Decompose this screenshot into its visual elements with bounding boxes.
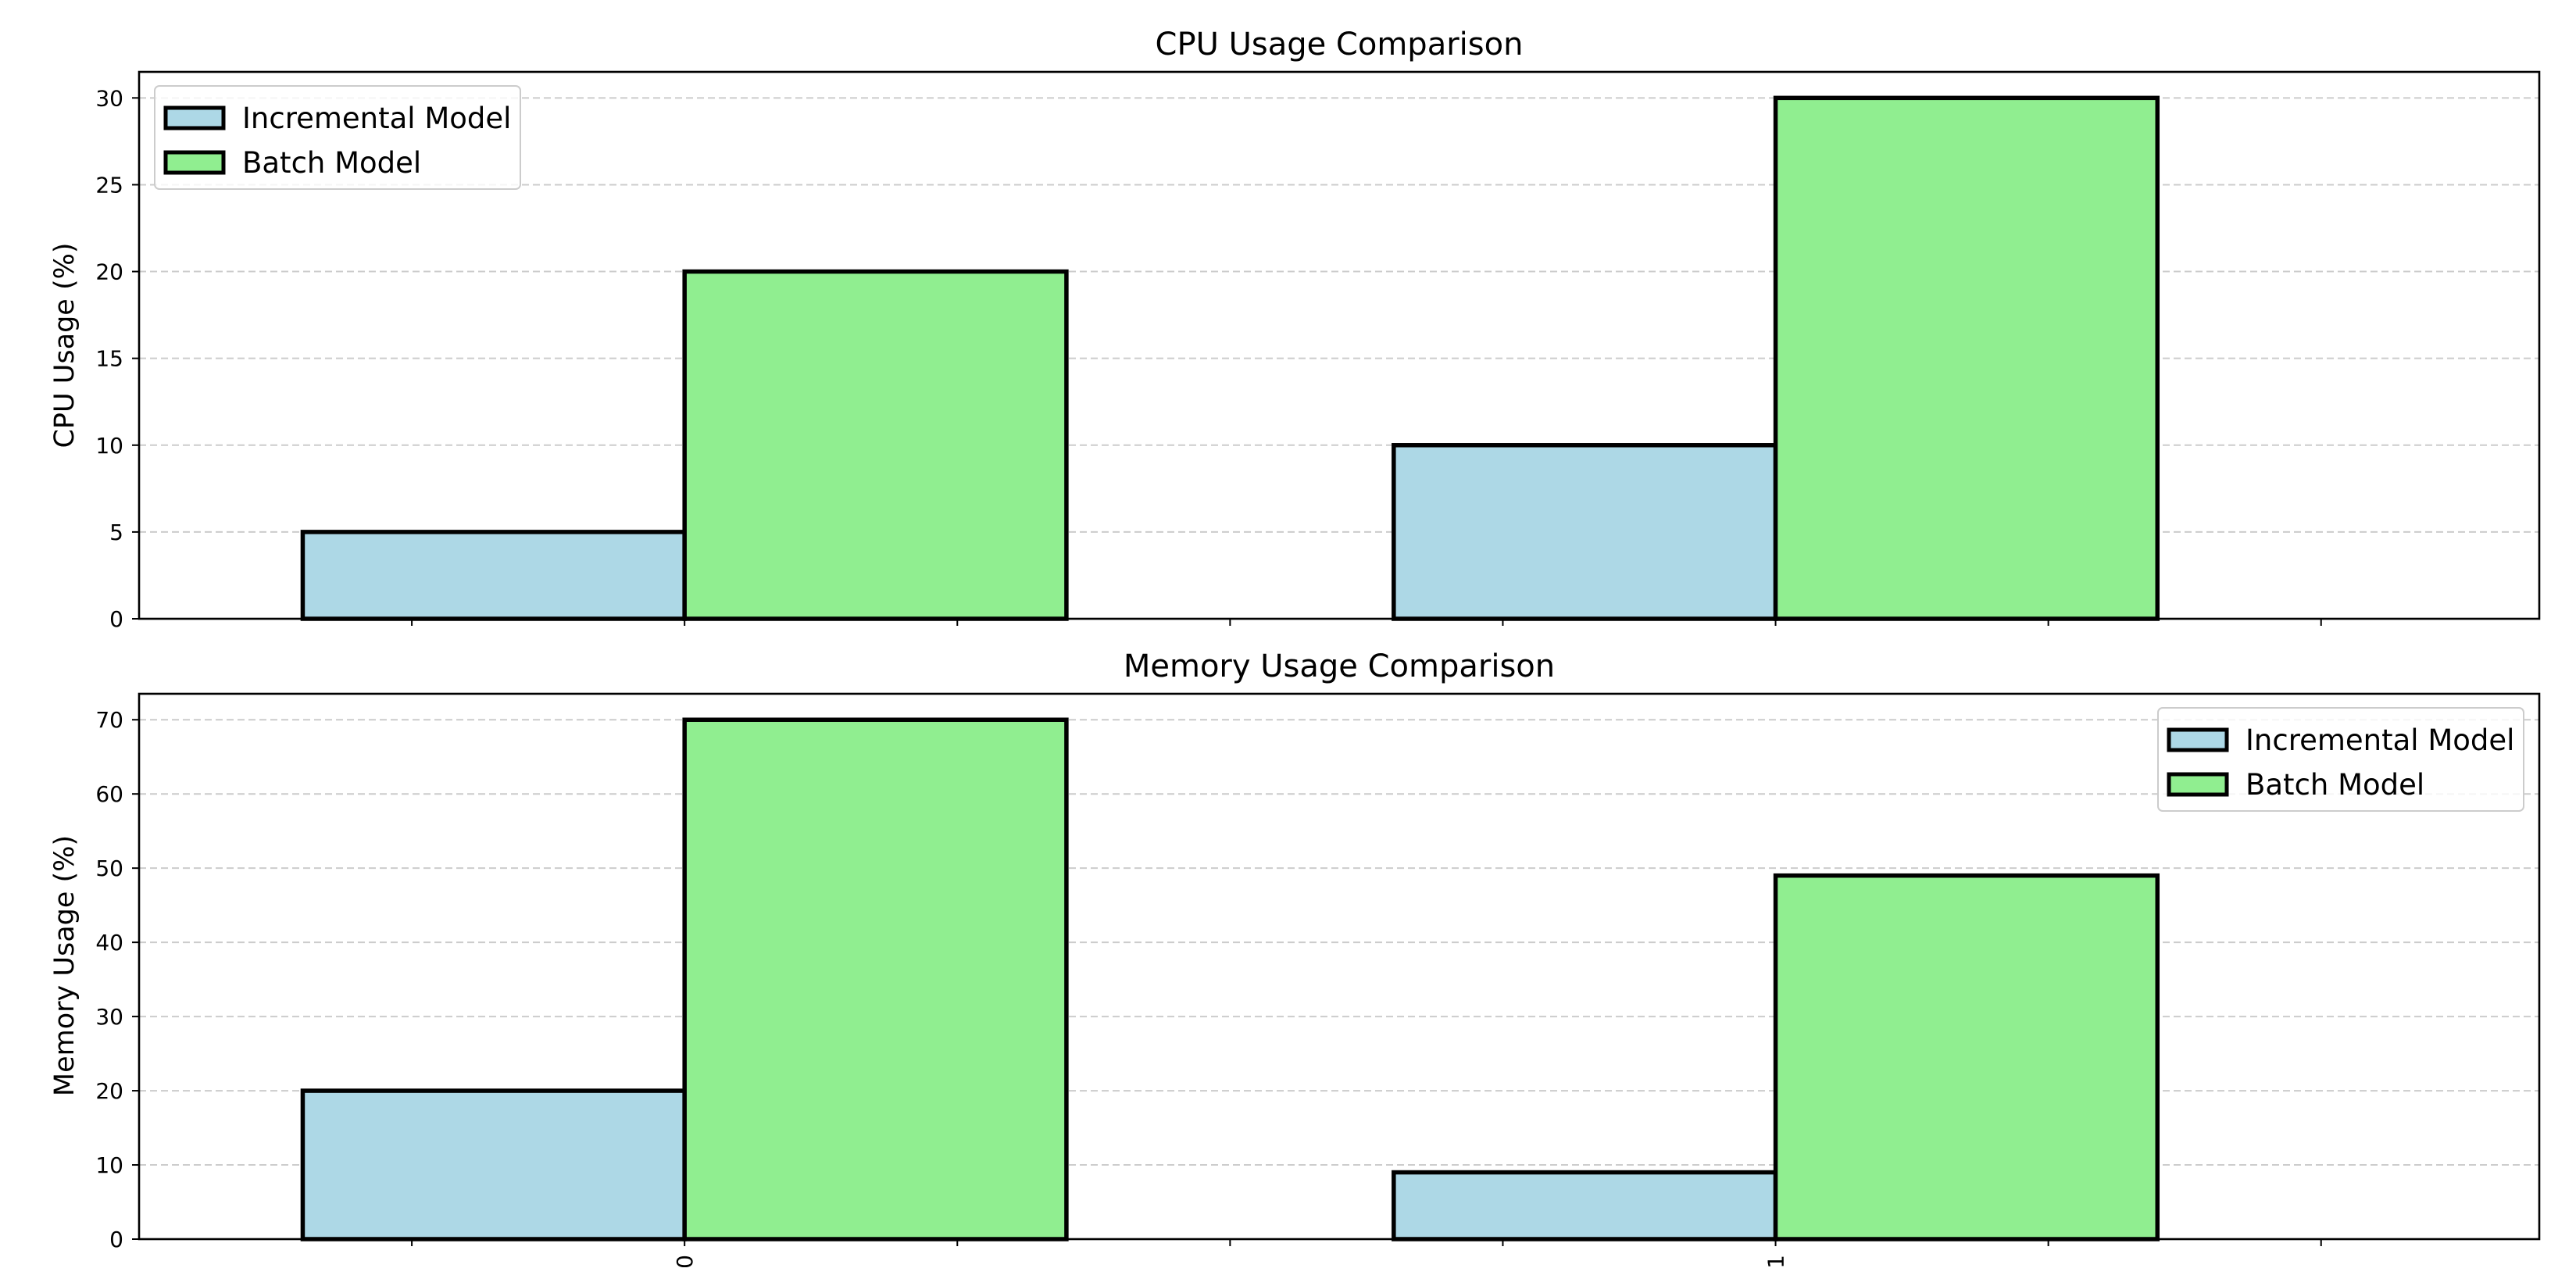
memory-y-tick-label: 20 bbox=[95, 1078, 123, 1104]
cpu-legend-label-batch-model: Batch Model bbox=[242, 146, 421, 180]
memory-y-axis-label: Memory Usage (%) bbox=[49, 835, 80, 1096]
cpu-y-tick-label: 5 bbox=[109, 520, 123, 545]
memory-bar-incremental-model-0 bbox=[300, 1088, 687, 1241]
cpu-legend-swatch-incremental-model bbox=[163, 105, 226, 130]
cpu-usage-panel: CPU Usage Comparison CPU Usage (%) 0 5 10 1… bbox=[49, 27, 2541, 632]
cpu-legend-swatch-batch-model bbox=[163, 150, 226, 175]
cpu-bar-batch-model-1 bbox=[1773, 95, 2160, 621]
memory-y-tick-label: 70 bbox=[95, 707, 123, 733]
cpu-bars bbox=[300, 95, 2160, 621]
cpu-y-tick-label: 20 bbox=[95, 259, 123, 285]
cpu-y-tick-label: 30 bbox=[95, 85, 123, 111]
memory-y-tick-label: 50 bbox=[95, 856, 123, 881]
memory-x-tick-label: 1 bbox=[1763, 1255, 1789, 1269]
memory-y-tick-label: 40 bbox=[95, 930, 123, 956]
memory-y-tick-label: 60 bbox=[95, 781, 123, 807]
memory-legend-label-batch-model: Batch Model bbox=[2246, 768, 2424, 802]
memory-legend: Incremental Model Batch Model bbox=[2157, 707, 2524, 812]
cpu-bar-incremental-model-0 bbox=[300, 530, 687, 621]
memory-usage-panel: Memory Usage Comparison Memory Usage (%)… bbox=[49, 648, 2541, 1269]
memory-legend-frame bbox=[2157, 707, 2524, 812]
memory-legend-swatch-batch-model bbox=[2167, 772, 2229, 797]
cpu-bar-incremental-model-1 bbox=[1392, 443, 1778, 621]
memory-bar-batch-model-0 bbox=[682, 717, 1069, 1241]
memory-y-tick-label: 10 bbox=[95, 1152, 123, 1178]
cpu-chart-title: CPU Usage Comparison bbox=[1156, 27, 1524, 63]
memory-axis-ticks: 0 10 20 30 40 50 60 70 0 1 bbox=[95, 707, 2322, 1269]
cpu-bar-batch-model-0 bbox=[682, 269, 1069, 621]
memory-plot-frame bbox=[138, 692, 2541, 1241]
memory-legend-swatch-incremental-model bbox=[2167, 727, 2229, 752]
memory-bar-batch-model-1 bbox=[1773, 873, 2160, 1241]
cpu-y-tick-label: 0 bbox=[109, 606, 123, 632]
memory-bars bbox=[300, 717, 2160, 1241]
cpu-legend-frame bbox=[154, 85, 521, 190]
memory-bar-incremental-model-1 bbox=[1392, 1170, 1778, 1241]
memory-legend-label-incremental-model: Incremental Model bbox=[2246, 723, 2514, 757]
memory-y-tick-label: 30 bbox=[95, 1004, 123, 1030]
memory-x-tick-label: 0 bbox=[672, 1255, 698, 1269]
cpu-axis-ticks: 0 5 10 15 20 25 30 bbox=[95, 85, 2322, 632]
memory-chart-title: Memory Usage Comparison bbox=[1124, 648, 1555, 684]
cpu-y-tick-label: 15 bbox=[95, 346, 123, 372]
cpu-legend: Incremental Model Batch Model bbox=[154, 85, 521, 190]
memory-y-tick-label: 0 bbox=[109, 1227, 123, 1252]
cpu-plot-frame bbox=[138, 70, 2541, 620]
cpu-y-axis-label: CPU Usage (%) bbox=[49, 242, 80, 448]
cpu-y-tick-label: 10 bbox=[95, 433, 123, 459]
cpu-legend-label-incremental-model: Incremental Model bbox=[242, 102, 511, 135]
cpu-y-tick-label: 25 bbox=[95, 172, 123, 198]
